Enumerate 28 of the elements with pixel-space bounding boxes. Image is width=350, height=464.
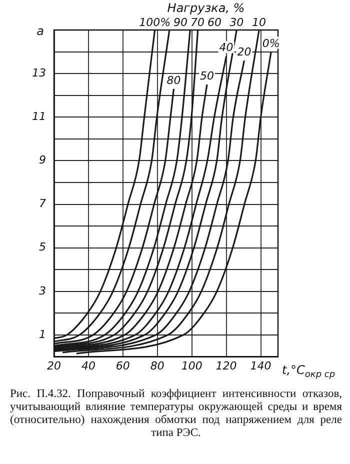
y-tick-label: 13 [32,66,46,80]
series-label: 30 [230,16,244,29]
x-tick-label: 60 [116,359,130,372]
y-tick-label: 5 [38,240,46,254]
x-tick-label: 20 [46,359,61,372]
series-label: 100% [139,16,171,29]
x-tick-label: 80 [150,359,164,372]
x-tick-label: 140 [250,359,272,372]
x-tick-label: 100 [181,359,202,372]
y-tick-label: 3 [38,284,46,298]
series-label: 80 [166,74,181,87]
series-label: 60 [208,16,222,29]
y-tick-label: 7 [38,197,46,210]
series-label: 90 [174,16,188,29]
y-axis-title: a [36,24,44,38]
series-label: 0% [262,36,280,50]
series-label: 20 [237,46,252,58]
series-label: 70 [190,16,205,29]
x-tick-label: 40 [81,359,96,372]
text: Рис. П.4.32. Поправочный коэффициент интенсивности отказов, учитывающий влияние температуры окружающей среды и время (относительно) нахождения обмотки под напряжением для реле типа РЭС. [9,387,343,440]
series-label: 50 [200,69,214,82]
y-tick-label: 1 [38,328,46,341]
series-label: 10 [252,16,266,29]
y-tick-label: 9 [38,154,46,167]
legend-title: Нагрузка, % [167,1,245,15]
series-label: 40 [219,41,234,54]
y-tick-label: 11 [32,110,46,124]
x-tick-label: 120 [216,359,237,372]
